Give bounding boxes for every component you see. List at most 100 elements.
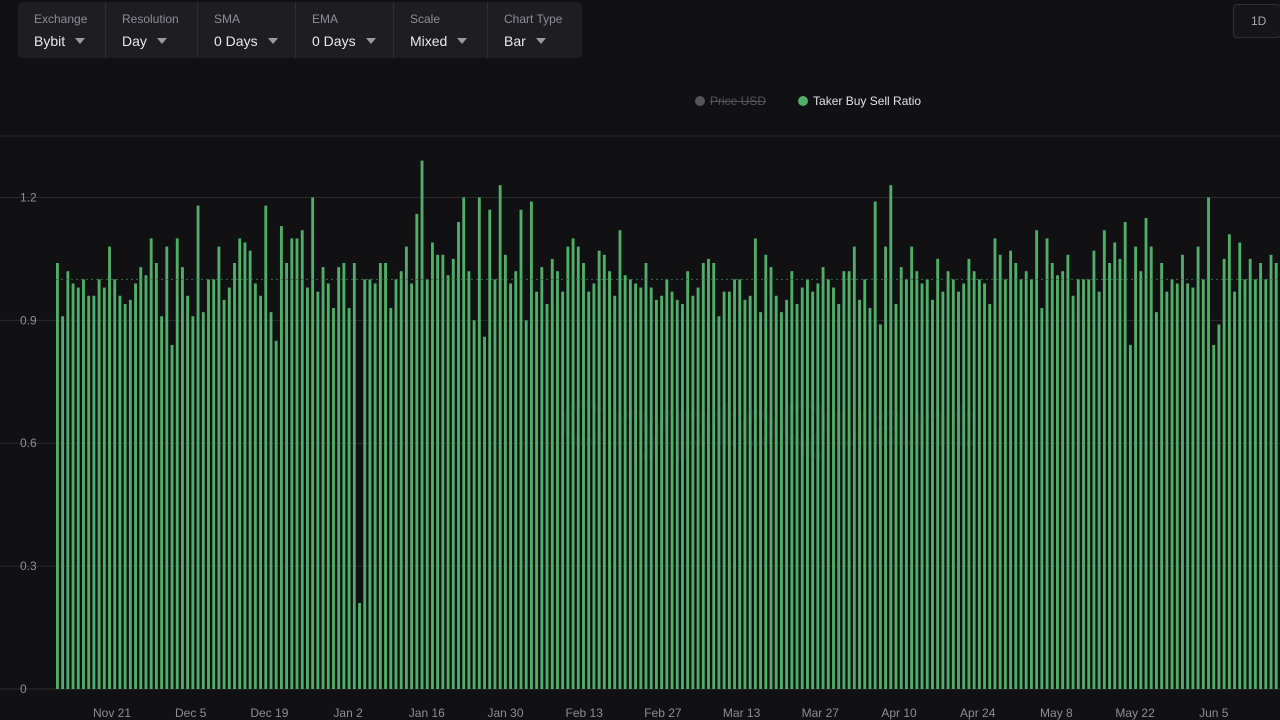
bar[interactable]	[420, 160, 424, 689]
bar[interactable]	[769, 267, 773, 689]
bar[interactable]	[1024, 271, 1028, 689]
bar[interactable]	[347, 308, 351, 689]
bar[interactable]	[87, 295, 91, 689]
bar[interactable]	[509, 283, 512, 689]
bar[interactable]	[1128, 344, 1132, 689]
bar[interactable]	[285, 262, 289, 689]
bar[interactable]	[493, 279, 497, 689]
bar[interactable]	[644, 262, 648, 689]
bar[interactable]	[170, 344, 174, 689]
bar[interactable]	[139, 267, 143, 689]
bar[interactable]	[1066, 254, 1070, 690]
bar[interactable]	[97, 279, 101, 689]
bar[interactable]	[201, 312, 205, 689]
bar[interactable]	[269, 312, 273, 689]
bar[interactable]	[1149, 246, 1153, 689]
bar[interactable]	[451, 258, 455, 689]
bar[interactable]	[264, 205, 268, 689]
bar[interactable]	[1217, 324, 1221, 689]
bar[interactable]	[571, 238, 575, 689]
bar[interactable]	[181, 267, 184, 689]
bar[interactable]	[102, 287, 106, 689]
bar[interactable]	[306, 287, 309, 689]
bar[interactable]	[957, 291, 960, 689]
bar[interactable]	[1222, 258, 1226, 689]
legend-item-price-usd[interactable]: Price USD	[695, 94, 766, 108]
bar[interactable]	[556, 271, 559, 689]
bar[interactable]	[457, 222, 460, 689]
bar[interactable]	[1118, 258, 1122, 689]
bar[interactable]	[519, 209, 523, 690]
bar[interactable]	[550, 258, 554, 689]
bar[interactable]	[727, 291, 731, 689]
bar[interactable]	[816, 283, 820, 689]
bar[interactable]	[321, 267, 325, 689]
bar[interactable]	[483, 336, 486, 689]
bar[interactable]	[722, 291, 726, 689]
bar[interactable]	[1003, 279, 1007, 689]
bar[interactable]	[1029, 279, 1033, 689]
bar[interactable]	[1186, 283, 1190, 689]
bar[interactable]	[326, 283, 330, 689]
bar[interactable]	[748, 295, 752, 689]
bar[interactable]	[253, 283, 257, 689]
bar[interactable]	[628, 279, 632, 689]
bar[interactable]	[639, 287, 643, 689]
bar[interactable]	[993, 238, 997, 689]
bar[interactable]	[337, 267, 341, 689]
bar[interactable]	[868, 308, 872, 689]
bar[interactable]	[1264, 279, 1268, 689]
bar[interactable]	[311, 197, 315, 689]
bar[interactable]	[165, 246, 169, 689]
bar[interactable]	[660, 295, 664, 689]
bar[interactable]	[884, 246, 888, 689]
exchange-select[interactable]: Exchange Bybit	[18, 2, 106, 58]
bar[interactable]	[352, 262, 356, 689]
bar[interactable]	[712, 262, 716, 689]
bar[interactable]	[774, 295, 778, 689]
bar[interactable]	[821, 267, 825, 689]
bar[interactable]	[144, 275, 148, 689]
bar[interactable]	[873, 201, 877, 690]
bar[interactable]	[967, 258, 971, 689]
bar[interactable]	[654, 299, 658, 689]
bar[interactable]	[920, 283, 924, 689]
bar[interactable]	[243, 242, 247, 690]
bar[interactable]	[514, 271, 518, 689]
bar[interactable]	[175, 238, 179, 689]
bar[interactable]	[1009, 250, 1013, 689]
bar[interactable]	[384, 262, 387, 689]
bar[interactable]	[1160, 262, 1164, 689]
bar[interactable]	[972, 271, 976, 689]
bar[interactable]	[1050, 262, 1054, 689]
bar[interactable]	[503, 254, 507, 690]
bar[interactable]	[602, 254, 606, 690]
bar[interactable]	[837, 303, 841, 689]
bar[interactable]	[1014, 262, 1018, 689]
bar[interactable]	[561, 291, 565, 689]
bar[interactable]	[1243, 279, 1247, 689]
bar[interactable]	[675, 299, 679, 689]
bar[interactable]	[477, 197, 481, 689]
bar[interactable]	[535, 291, 539, 689]
bar[interactable]	[1207, 197, 1210, 689]
bar[interactable]	[941, 291, 945, 689]
bar[interactable]	[707, 258, 710, 689]
bar[interactable]	[259, 295, 262, 689]
bar[interactable]	[342, 262, 346, 689]
bar[interactable]	[66, 271, 70, 689]
bar[interactable]	[488, 209, 492, 690]
bar[interactable]	[894, 303, 898, 689]
time-range-button[interactable]: 1D	[1233, 4, 1280, 38]
bar[interactable]	[279, 226, 283, 689]
bar[interactable]	[759, 312, 763, 689]
bar[interactable]	[472, 320, 476, 689]
bar[interactable]	[300, 230, 304, 689]
bar[interactable]	[436, 254, 440, 690]
bar[interactable]	[425, 279, 429, 689]
bar[interactable]	[592, 283, 596, 689]
bar[interactable]	[858, 299, 861, 689]
bar[interactable]	[1123, 222, 1127, 689]
bar[interactable]	[529, 201, 533, 690]
bar[interactable]	[1248, 258, 1252, 689]
